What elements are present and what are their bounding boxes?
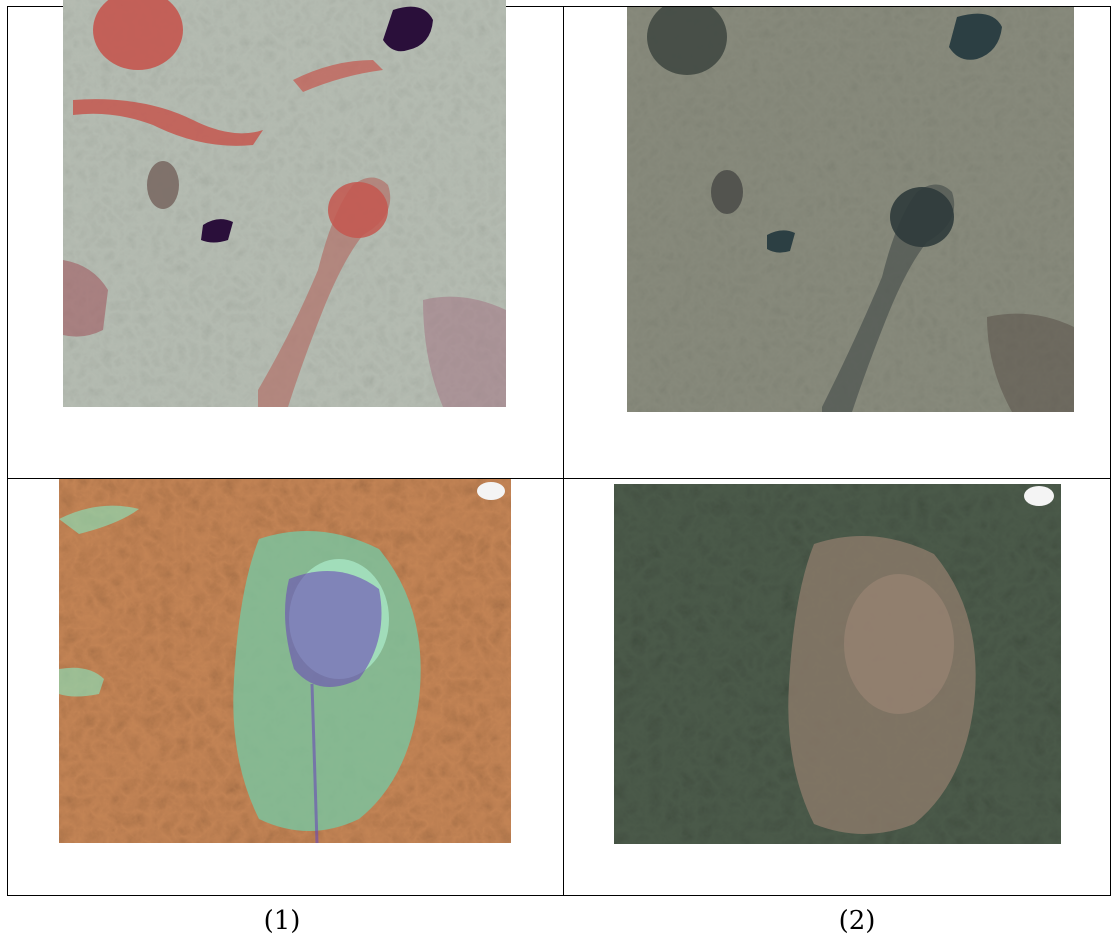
caption-right: (2) [838,906,876,936]
table-divider-vertical [563,7,564,895]
caption-left: (1) [263,906,301,936]
false-color-plains-image [63,0,506,407]
image-grid-table [7,6,1111,896]
true-color-mountains-image [614,484,1061,844]
true-color-plains-image [627,7,1074,412]
table-divider-horizontal [8,478,1110,479]
false-color-mountains-image [59,479,511,843]
